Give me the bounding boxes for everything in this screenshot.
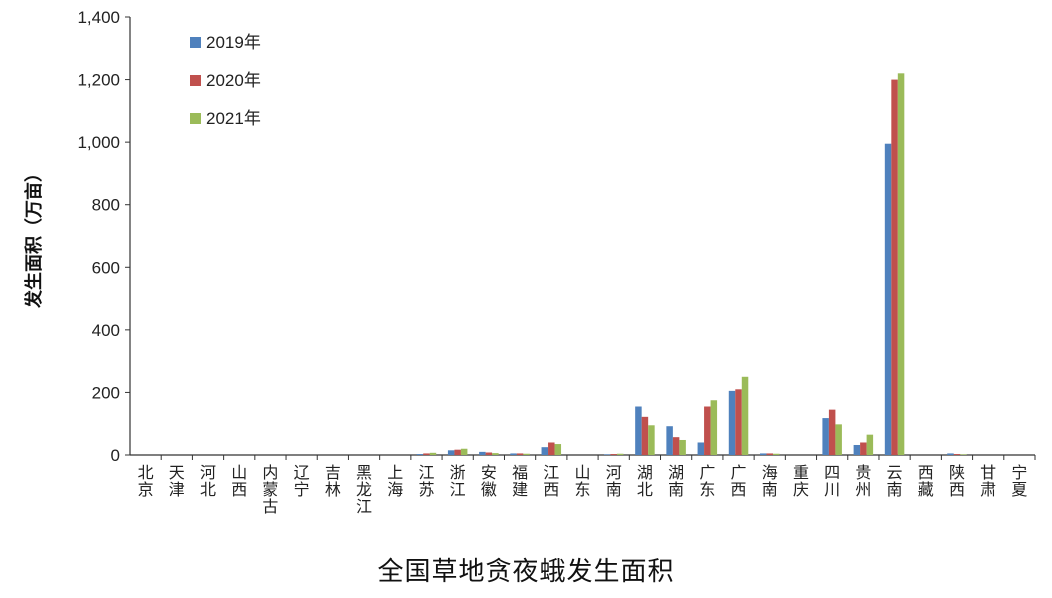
y-axis-title: 发生面积（万亩） [23,164,45,309]
bar-2021年-广东 [710,400,718,455]
x-tick-label: 浙江 [450,463,466,499]
legend-swatch [190,75,201,86]
bar-2020年-湖北 [641,416,649,455]
y-tick-label: 1,000 [77,133,120,152]
bar-2020年-福建 [516,453,524,455]
bar-2020年-广东 [704,406,711,455]
bar-2019年-江苏 [416,454,424,455]
bar-2021年-贵州 [866,434,874,455]
bar-2019年-安徽 [479,451,486,455]
legend-swatch [190,113,201,124]
bar-2020年-浙江 [454,449,461,455]
bar-2021年-陕西 [960,454,967,455]
x-tick-label: 福建 [512,463,528,499]
bar-2019年-海南 [759,453,767,455]
bar-2019年-浙江 [447,450,455,455]
bar-2019年-湖北 [635,406,642,455]
x-tick-label: 湖南 [668,463,684,499]
x-tick-label: 宁夏 [1011,463,1027,499]
legend-label: 2021年 [206,109,261,128]
bar-2019年-湖南 [666,426,673,455]
x-tick-label: 上海 [387,463,403,499]
bar-2020年-江苏 [423,453,430,455]
bar-2019年-福建 [510,453,517,455]
bar-2021年-四川 [835,424,842,455]
x-tick-label: 安徽 [481,463,497,499]
x-tick-label: 天津 [169,463,185,499]
bar-2021年-广西 [741,376,749,455]
bar-2020年-云南 [891,79,898,456]
legend-label: 2020年 [206,71,261,90]
x-tick-label: 山西 [231,463,247,499]
x-tick-label: 陕西 [949,463,965,499]
bar-2021年-河南 [616,453,624,455]
x-tick-label: 海南 [762,463,778,499]
x-tick-label: 山东 [574,463,590,499]
bar-2019年-陕西 [947,453,954,455]
bar-2020年-河南 [610,454,617,455]
x-tick-label: 甘肃 [980,463,996,499]
bar-2021年-江西 [554,444,562,455]
x-tick-label: 黑龙江 [356,463,372,516]
x-tick-label: 重庆 [793,463,809,499]
y-tick-label: 800 [92,196,120,215]
legend: 2019年 2020年 2021年 [190,33,261,128]
bar-2021年-云南 [897,73,905,456]
bar-2020年-广西 [735,389,742,455]
y-tick-label: 400 [92,321,120,340]
x-tick-label: 吉林 [325,463,341,499]
legend-swatch [190,37,201,48]
bar-2019年-江西 [541,447,549,455]
x-tick-label: 四川 [824,463,840,499]
x-tick-label: 江苏 [418,463,434,499]
y-tick-label: 600 [92,258,120,277]
x-tick-label: 北京 [138,463,154,499]
bar-2021年-浙江 [460,448,468,455]
x-tick-label: 湖北 [637,463,653,499]
bar-2019年-广东 [697,442,705,455]
x-tick-label: 河南 [606,463,622,499]
bar-2019年-四川 [822,418,829,455]
bar-2020年-湖南 [672,437,680,455]
bar-2019年-云南 [884,143,892,455]
x-tick-label: 广东 [699,463,715,499]
y-tick-label: 0 [111,446,120,465]
bar-2021年-湖南 [679,439,686,455]
y-tick-label: 1,200 [77,71,120,90]
y-tick-label: 1,400 [77,8,120,27]
bar-2019年-河南 [603,454,611,455]
x-tick-label: 贵州 [855,463,871,499]
x-tick-label: 广西 [731,463,747,499]
legend-label: 2019年 [206,33,261,52]
bar-2020年-陕西 [953,454,961,455]
plot-area: 0 200 400 600 800 1,000 1,200 1,400 北京天津河北山西内蒙古辽… [77,8,1036,516]
bar-2020年-海南 [766,453,773,455]
bar-2021年-福建 [523,453,530,455]
x-tick-label: 河北 [200,463,216,499]
bar-2019年-广西 [728,390,736,455]
bar-2020年-安徽 [485,452,493,455]
x-tick-label: 内蒙古 [262,463,278,516]
chart-title: 全国草地贪夜蛾发生面积 [377,557,674,587]
bar-2021年-海南 [772,453,780,455]
bar-2020年-江西 [548,442,555,455]
bar-2020年-贵州 [860,442,867,455]
x-tick-label: 西藏 [918,463,934,499]
x-tick-label: 辽宁 [294,463,310,499]
bar-2020年-四川 [828,409,836,455]
bar-2021年-安徽 [492,453,499,455]
x-tick-label: 江西 [543,463,559,499]
y-axis-title-group: 发生面积（万亩） [23,164,45,309]
bar-2021年-江苏 [429,452,437,455]
bar-2019年-贵州 [853,444,861,455]
y-tick-label: 200 [92,383,120,402]
x-tick-label: 云南 [887,463,903,499]
bar-2021年-湖北 [648,425,655,455]
